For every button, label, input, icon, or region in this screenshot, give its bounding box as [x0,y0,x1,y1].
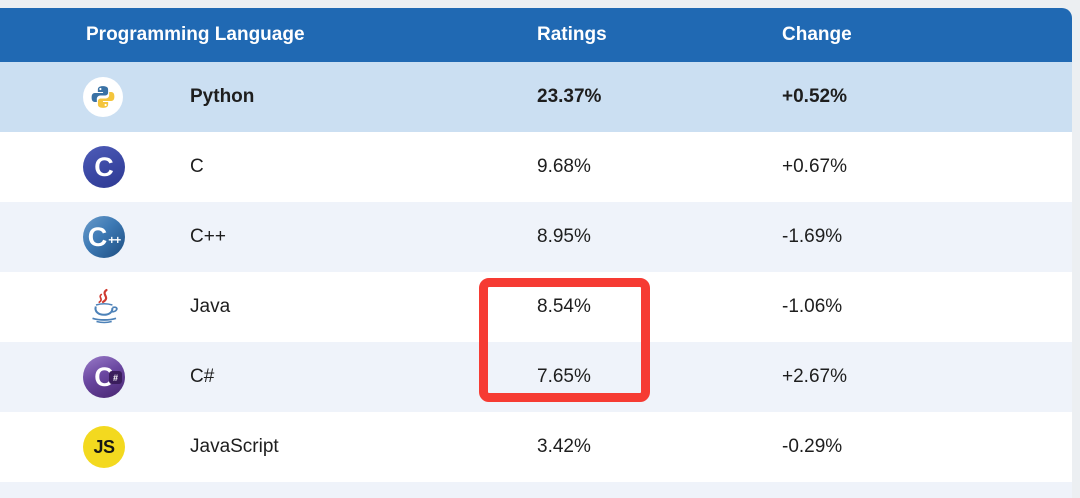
language-icon-cell [0,286,190,328]
change-value: -0.29% [782,436,843,457]
js-logo: JS [83,426,125,468]
language-name: C [190,156,204,177]
language-icon-cell: JS [0,426,190,468]
table-header-row: Programming Language Ratings Change [0,8,1072,62]
rating-value: 8.54% [537,296,591,317]
language-icon-cell [0,77,190,117]
table-row[interactable]: C # C# 7.65% +2.67% [0,342,1072,412]
table-row[interactable]: C ++ C++ 8.95% -1.69% [0,202,1072,272]
language-name: C++ [190,226,226,247]
language-name: Python [190,86,255,107]
c-logo: C [83,146,125,188]
table-row[interactable]: Java 8.54% -1.06% [0,272,1072,342]
cpp-logo: C ++ [83,216,125,258]
rating-value: 8.95% [537,226,591,247]
table-row[interactable]: C C 9.68% +0.67% [0,132,1072,202]
table-body: Python 23.37% +0.52% C C 9.68% +0.67% C +… [0,62,1072,482]
column-header-programming-language: Programming Language [86,24,305,45]
language-icon-cell: C ++ [0,216,190,258]
rating-value: 9.68% [537,156,591,177]
change-value: -1.69% [782,226,843,247]
java-logo [83,286,125,328]
column-header-change: Change [782,24,852,45]
rating-value: 7.65% [537,366,591,387]
table-row[interactable]: Python 23.37% +0.52% [0,62,1072,132]
table-row[interactable]: JS JavaScript 3.42% -0.29% [0,412,1072,482]
partial-next-row [0,482,1072,498]
language-name: JavaScript [190,436,279,457]
change-value: +0.52% [782,86,847,107]
python-logo [83,77,123,117]
change-value: +0.67% [782,156,847,177]
language-icon-cell: C # [0,356,190,398]
rating-value: 3.42% [537,436,591,457]
change-value: -1.06% [782,296,843,317]
language-name: C# [190,366,215,387]
language-name: Java [190,296,231,317]
csharp-logo: C # [83,356,125,398]
language-icon-cell: C [0,146,190,188]
column-header-ratings: Ratings [537,24,607,45]
language-ratings-table: Programming Language Ratings Change Pyth… [0,8,1072,498]
rating-value: 23.37% [537,86,602,107]
change-value: +2.67% [782,366,847,387]
